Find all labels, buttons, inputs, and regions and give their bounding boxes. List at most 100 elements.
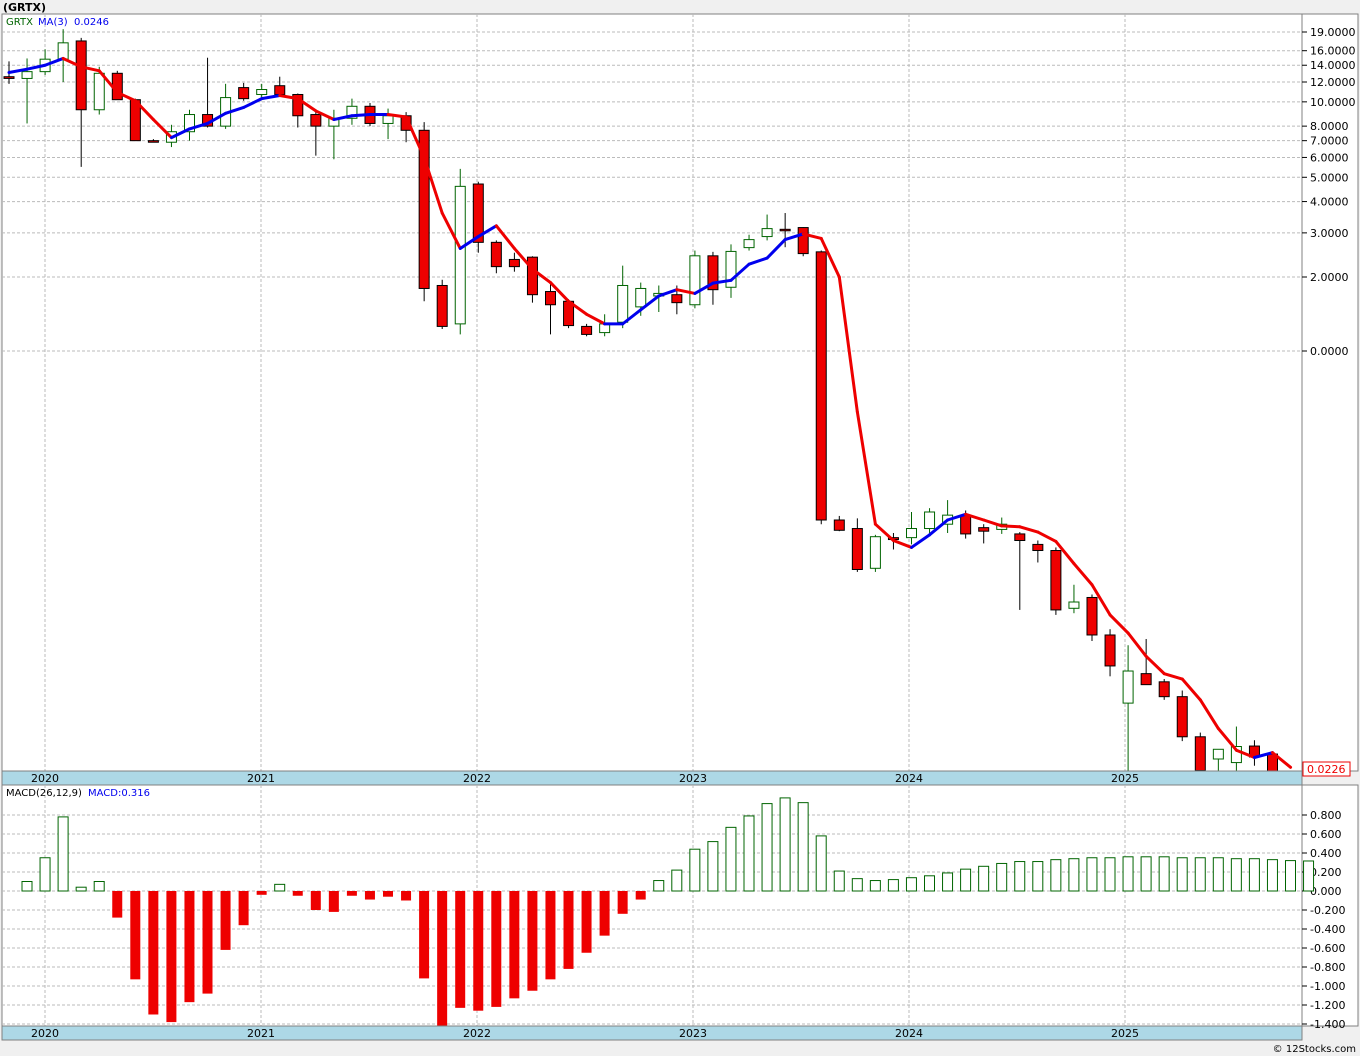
price-tick-label: 2.0000 <box>1310 271 1349 284</box>
macd-bar <box>364 891 375 900</box>
candle-body <box>743 239 755 249</box>
footer-copyright: © 12Stocks.com <box>1273 1044 1356 1055</box>
ma-segment <box>891 538 913 549</box>
macd-bar <box>346 891 357 896</box>
macd-tick-label: -1.400 <box>1310 1018 1345 1031</box>
date-label-top: 2020 <box>31 772 59 785</box>
macd-bar <box>924 875 935 892</box>
ma-segment <box>1090 583 1112 617</box>
ma-segment <box>296 97 318 113</box>
ma-segment <box>404 115 426 159</box>
macd-bar <box>563 891 574 969</box>
ma-segment <box>1198 698 1220 731</box>
macd-bar <box>39 857 51 892</box>
macd-bar <box>292 891 303 896</box>
ma-segment <box>1252 751 1274 759</box>
macd-bar <box>599 891 610 936</box>
macd-bar <box>1014 861 1026 892</box>
moving-average-line <box>7 56 1293 769</box>
ma-segment <box>25 63 47 71</box>
last-price-box <box>1302 761 1351 777</box>
date-label-bottom: 2023 <box>679 1027 707 1040</box>
price-tick-label: 3.0000 <box>1310 227 1349 240</box>
ma-segment <box>693 281 715 295</box>
macd-bar <box>1285 860 1296 892</box>
date-label-top: 2023 <box>679 772 707 785</box>
price-tick-label: 12.0000 <box>1310 76 1356 89</box>
macd-legend-value: MACD:0.316 <box>88 788 150 799</box>
ma-segment <box>1108 613 1130 635</box>
date-label-top: 2025 <box>1111 772 1139 785</box>
macd-bar <box>617 891 628 914</box>
macd-tick-label: 0.200 <box>1310 866 1342 879</box>
candle-body <box>689 255 701 306</box>
macd-bar <box>1104 857 1116 892</box>
date-label-top: 2024 <box>895 772 923 785</box>
candle-body <box>1014 533 1026 541</box>
candle-body <box>1122 670 1134 704</box>
price-tick-label: 7.0000 <box>1310 135 1349 148</box>
candle-body <box>617 284 629 323</box>
candle-body <box>1176 696 1188 738</box>
macd-bar <box>238 891 249 926</box>
macd-tick-label: -0.800 <box>1310 961 1345 974</box>
ma-segment <box>873 522 895 542</box>
ma-segment <box>964 512 986 522</box>
candle-body <box>57 42 69 60</box>
macd-tick-label: -0.400 <box>1310 923 1345 936</box>
candle-body <box>707 255 719 291</box>
ma-segment <box>855 410 877 526</box>
macd-tick-label: -0.200 <box>1310 904 1345 917</box>
ma-segment <box>621 308 643 326</box>
macd-legend-name: MACD(26,12,9) <box>6 788 82 799</box>
macd-bar <box>310 891 321 910</box>
macd-plot-area <box>1 784 1303 1027</box>
candle-body <box>1140 673 1152 686</box>
price-tick-label: 19.0000 <box>1310 26 1356 39</box>
ma-segment <box>314 109 336 122</box>
price-tick-label: 0.0000 <box>1310 345 1349 358</box>
ma-segment <box>530 267 552 285</box>
macd-bar <box>815 835 827 892</box>
candle-body <box>671 294 683 304</box>
ma-segment <box>549 281 571 303</box>
ma-segment <box>224 105 246 115</box>
ma-segment <box>1126 631 1148 658</box>
macd-bar <box>761 803 773 892</box>
ma-segment <box>1162 672 1184 681</box>
macd-bar <box>1050 859 1062 892</box>
macd-bar <box>1158 856 1170 892</box>
macd-bar <box>220 891 231 950</box>
macd-bar <box>1068 858 1080 892</box>
ma-segment <box>188 121 210 131</box>
ma-segment <box>151 118 173 140</box>
candle-body <box>906 528 917 539</box>
macd-tick-label: 0.400 <box>1310 847 1342 860</box>
macd-bar <box>581 891 592 953</box>
date-labels-bottom: 2020 2021 2022 2023 2024 2025 <box>31 1027 1139 1040</box>
last-price-label: 0.0226 <box>1307 763 1346 776</box>
macd-bar <box>1303 860 1315 892</box>
ma-segment <box>765 238 787 260</box>
candle-body <box>310 114 322 127</box>
date-label-bottom: 2025 <box>1111 1027 1139 1040</box>
ma-segment <box>1000 524 1022 529</box>
ma-segment <box>1144 654 1166 676</box>
macd-bar <box>635 891 646 900</box>
macd-bar <box>184 891 195 1003</box>
candle-body <box>581 325 593 335</box>
ma-segment <box>982 518 1004 528</box>
candle-body <box>346 105 358 119</box>
macd-bar <box>473 891 484 1011</box>
candle-body <box>472 183 484 243</box>
candle-body <box>924 511 936 530</box>
ma-segment <box>675 288 697 295</box>
ma-segment <box>260 94 282 101</box>
macd-bar <box>130 891 141 980</box>
candle-body <box>75 40 87 111</box>
macd-bar <box>491 891 502 1007</box>
date-axis-bottom <box>1 1025 1303 1041</box>
macd-tick-label: -1.000 <box>1310 980 1345 993</box>
macd-axis-area <box>1301 784 1359 1027</box>
